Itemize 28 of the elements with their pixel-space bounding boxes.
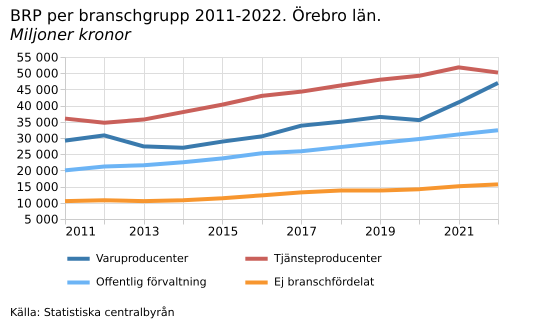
y-tick-label: 10 000 [16, 196, 58, 210]
y-tick-label: 15 000 [16, 180, 58, 194]
y-tick-label: 50 000 [16, 66, 58, 81]
y-tick-label: 30 000 [16, 132, 58, 146]
legend-label: Tjänsteproducenter [273, 252, 382, 265]
y-tick-label: 20 000 [16, 164, 58, 178]
line-series [63, 65, 500, 125]
line-series [63, 128, 500, 172]
y-tick-label: 35 000 [16, 115, 58, 130]
chart-title: BRP per branschgrupp 2011-2022. Örebro län. [10, 6, 382, 25]
y-tick-label: 55 000 [16, 50, 58, 64]
legend-label: Ej branschfördelat [274, 276, 375, 288]
y-tick-label: 25 000 [16, 148, 58, 162]
line-series [63, 182, 500, 204]
x-tick-label: 2015 [208, 224, 238, 238]
y-tick-label: 40 000 [16, 99, 58, 114]
chart-subtitle: Miljoner kronor [10, 25, 132, 44]
x-tick-label: 2019 [365, 224, 396, 238]
x-tick-label: 2021 [444, 224, 474, 238]
text: Källa: Statistiska centralbyrån [10, 306, 175, 319]
x-tick-label: 2013 [128, 224, 160, 238]
y-tick-label: 45 000 [16, 82, 58, 97]
legend-label: Offentlig förvaltning [96, 276, 207, 288]
y-tick-label: 5 000 [24, 212, 58, 226]
x-tick-label: 2011 [66, 224, 96, 238]
x-tick-label: 2017 [286, 224, 317, 238]
line-series [63, 80, 500, 150]
legend-label: Varuproducenter [96, 252, 189, 265]
